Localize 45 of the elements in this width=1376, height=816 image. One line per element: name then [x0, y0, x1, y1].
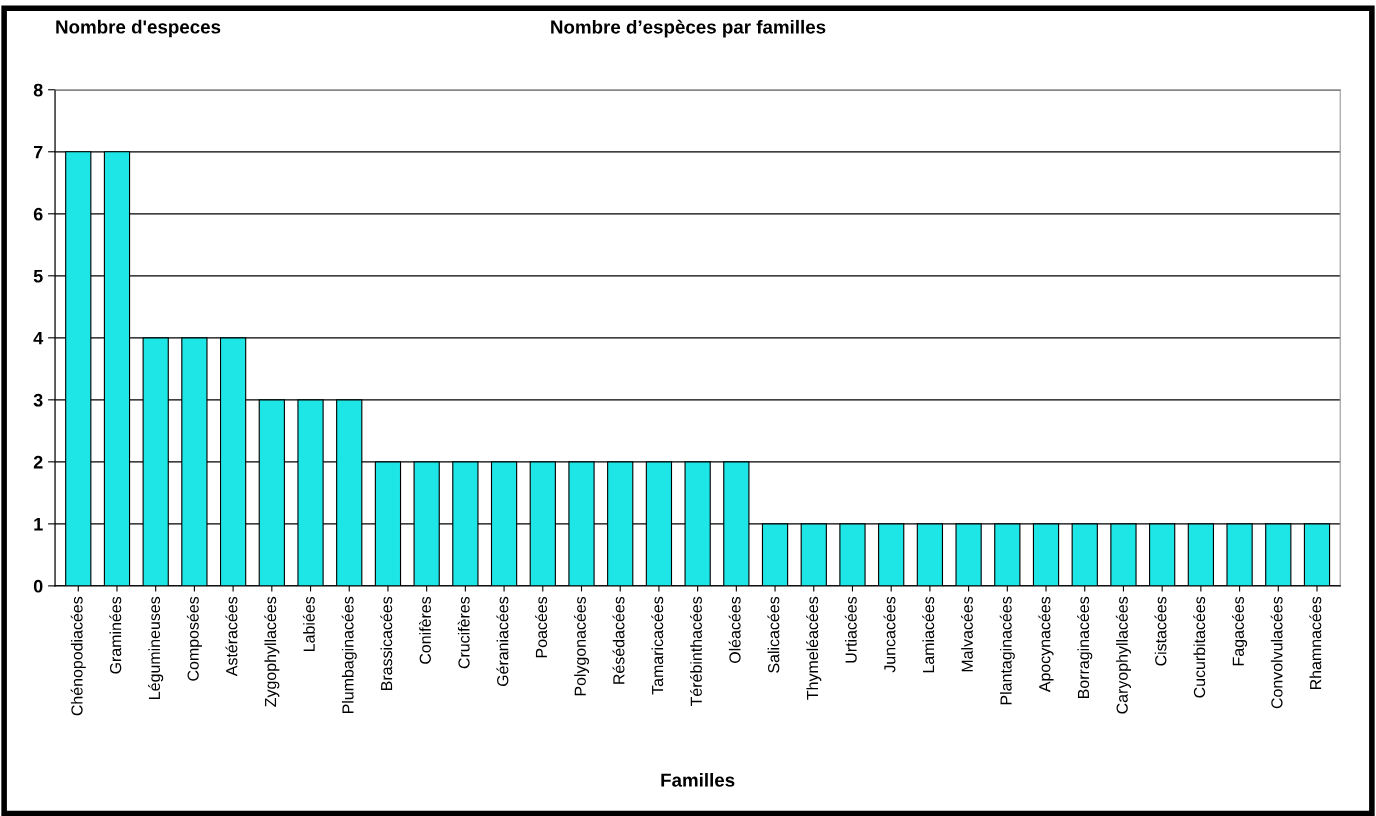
x-tick-label: Chénopodiacées: [70, 596, 86, 716]
y-tick-label: 2: [33, 455, 43, 469]
x-tick-label: Convolvulacées: [1270, 596, 1283, 709]
x-tick-label: Urtiacées: [844, 596, 857, 663]
x-tick-label: Juncacées: [883, 596, 896, 673]
x-tick-label: Cucurbitacées: [1193, 596, 1206, 698]
x-tick-label: Cistacées: [1154, 596, 1167, 666]
y-tick-label: 5: [33, 269, 43, 283]
x-tick-label: Astéracées: [225, 596, 238, 677]
x-tick-label: Caryophyllacées: [1115, 596, 1131, 714]
x-tick-label: Fagacées: [1232, 596, 1248, 666]
x-tick-label: Résédacées: [612, 596, 625, 684]
y-tick-label: 4: [33, 331, 44, 345]
x-tick-label: Tamaricacées: [651, 596, 664, 695]
y-tick-label: 8: [33, 83, 43, 97]
x-tick-label: Térébinthacées: [690, 596, 702, 707]
x-tick-label: Composées: [186, 596, 202, 681]
y-tick-label: 6: [33, 207, 43, 221]
x-tick-label: Salicacées: [767, 596, 780, 673]
y-tick-label: 0: [33, 579, 43, 593]
x-tick-label: Brassicacées: [380, 596, 393, 690]
x-tick-label: Conifères: [419, 596, 431, 664]
x-tick-label: Rhamnacées: [1309, 596, 1322, 690]
x-tick-label: Oléacées: [728, 596, 741, 664]
x-tick-label: Malvacées: [960, 596, 973, 672]
chart-title: Nombre d’espèces par familles: [551, 19, 826, 38]
y-axis-title: Nombre d'especes: [56, 19, 221, 38]
x-tick-label: Plantaginacées: [999, 596, 1015, 705]
x-tick-label: Lamiacées: [922, 596, 935, 673]
x-tick-label: Apocynacées: [1038, 596, 1054, 693]
x-tick-label: Crucifères: [457, 596, 470, 669]
x-tick-label: Polygonacées: [573, 596, 590, 696]
y-tick-label: 7: [33, 145, 43, 159]
x-tick-label: Poacées: [535, 596, 548, 658]
x-tick-label: Thymeléacées: [806, 596, 822, 700]
x-tick-label: Zygophyllacées: [264, 596, 280, 707]
x-tick-label: Légumineuses: [148, 596, 164, 699]
x-tick-label: Géraniacées: [496, 596, 509, 687]
x-tick-label: Plumbaginacées: [341, 596, 357, 714]
x-tick-label: Borraginacées: [1077, 596, 1093, 698]
x-tick-label: Labiées: [302, 596, 315, 651]
y-tick-label: 3: [33, 393, 43, 407]
x-tick-label: Graminées: [109, 596, 122, 674]
x-axis-title: Familles: [661, 772, 735, 787]
y-tick-label: 1: [34, 517, 43, 531]
